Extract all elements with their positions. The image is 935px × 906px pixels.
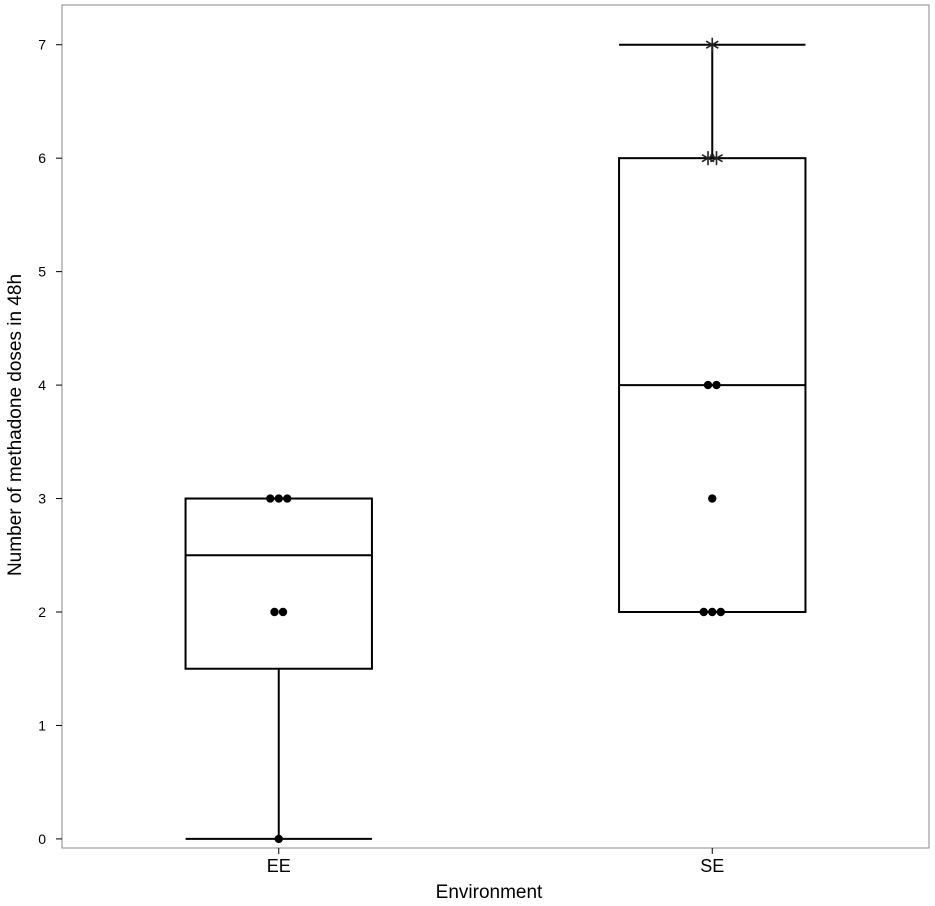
x-axis-title: Environment: [436, 882, 543, 903]
box-group-se: [618, 37, 807, 617]
y-tick-label: 6: [38, 150, 46, 166]
data-point-star: [710, 151, 723, 166]
data-point: [699, 607, 708, 617]
box-iqr: [184, 497, 373, 670]
y-tick-label: 2: [38, 604, 46, 620]
data-point: [716, 607, 725, 617]
star-stroke: [710, 153, 723, 163]
data-point: [708, 607, 717, 617]
data-point: [283, 494, 292, 503]
boxes: [184, 37, 807, 844]
x-axis: EE SE: [267, 848, 724, 876]
y-axis: 0 1 2 3 4 5 6 7: [38, 37, 62, 847]
data-point: [270, 607, 279, 617]
data-point: [708, 494, 717, 503]
y-tick-label: 4: [38, 377, 46, 393]
x-tick-label: EE: [267, 856, 291, 876]
y-tick-label: 3: [38, 491, 46, 507]
y-tick-label: 0: [38, 831, 46, 847]
data-point: [266, 494, 275, 503]
data-point-star: [705, 37, 719, 52]
data-point: [703, 380, 713, 390]
data-point: [274, 834, 283, 844]
x-tick-label: SE: [700, 856, 724, 876]
data-point: [278, 607, 288, 617]
box-group-ee: [184, 494, 373, 844]
y-tick-label: 7: [38, 37, 46, 53]
plot-frame: [61, 4, 930, 849]
y-axis-title: Number of methadone doses in 48h: [5, 274, 26, 576]
data-point: [712, 380, 721, 390]
data-point: [274, 494, 283, 503]
y-tick-label: 5: [38, 264, 46, 280]
y-tick-label: 1: [38, 717, 46, 733]
star-stroke: [705, 40, 719, 49]
